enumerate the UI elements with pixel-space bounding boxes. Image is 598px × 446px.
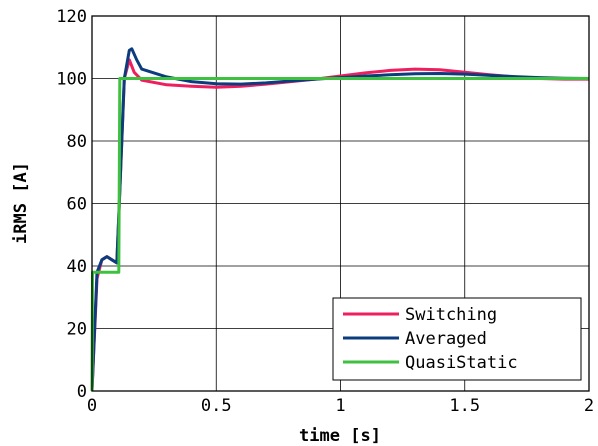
- legend-label: QuasiStatic: [405, 353, 518, 373]
- x-tick-label: 0.5: [201, 396, 232, 416]
- x-tick-label: 0: [87, 396, 97, 416]
- legend-label: Averaged: [405, 329, 487, 349]
- x-axis-label: time [s]: [299, 426, 381, 446]
- y-tick-label: 0: [77, 382, 87, 402]
- x-tick-label: 1.5: [449, 396, 480, 416]
- y-tick-label: 40: [67, 257, 87, 277]
- legend: Switching Averaged QuasiStatic: [332, 297, 582, 381]
- y-tick-label: 20: [67, 320, 87, 340]
- x-tick-label: 2: [584, 396, 594, 416]
- y-tick-label: 80: [67, 132, 87, 152]
- y-tick-label: 100: [56, 70, 87, 90]
- y-axis-label: iRMS [A]: [11, 162, 31, 244]
- y-tick-label: 120: [56, 7, 87, 27]
- y-tick-label: 60: [67, 195, 87, 215]
- plot-frame: [91, 15, 590, 392]
- legend-label: Switching: [405, 305, 497, 325]
- x-tick-label: 1: [335, 396, 345, 416]
- series-line-averaged: [90, 47, 590, 392]
